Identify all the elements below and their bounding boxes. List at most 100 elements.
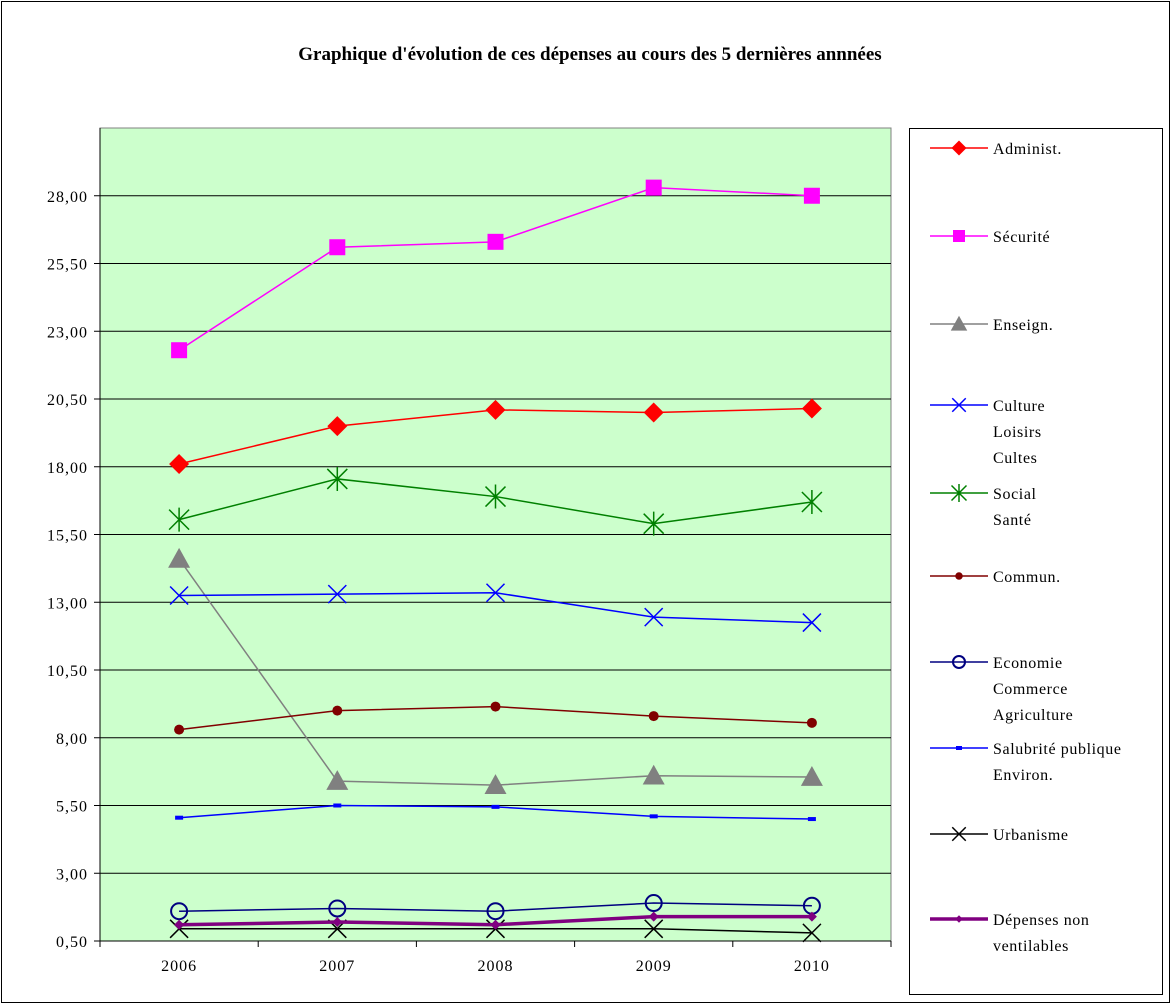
axes: 0,50 3,00 5,50 8,00 10,50 13,00 15,50 18,00 20,5… (47, 128, 892, 975)
series-layer (168, 179, 823, 943)
legend-box (909, 128, 1163, 995)
series-2 (171, 179, 820, 359)
data-point (642, 764, 665, 785)
y-tick-label: 0,50 (56, 934, 88, 951)
legend: Administ.SécuritéEnseign.CultureLoisirsC… (930, 140, 1121, 955)
legend-label: Environ. (993, 767, 1053, 784)
legend-entry-8: Salubrité publique Environ. (930, 741, 1121, 784)
y-tick-label: 5,50 (56, 799, 88, 816)
data-point (643, 402, 664, 423)
legend-label: Loisirs (993, 424, 1042, 441)
data-point (327, 584, 347, 604)
x-tick-label: 2007 (319, 958, 355, 975)
data-point (490, 701, 501, 712)
series-5 (168, 466, 823, 536)
data-point (326, 770, 349, 790)
series-line (179, 902, 812, 912)
legend-label: Commun. (993, 569, 1061, 586)
data-point (644, 919, 664, 939)
data-point (806, 717, 817, 728)
legend-label: Santé (993, 512, 1032, 529)
series-8 (175, 803, 816, 822)
legend-label: Social (993, 486, 1037, 503)
legend-label: Enseign. (993, 317, 1053, 334)
data-point (806, 911, 817, 922)
data-point (800, 766, 823, 786)
data-point (491, 804, 500, 809)
y-tick-label: 15,50 (47, 528, 88, 545)
data-point (484, 774, 507, 794)
data-point (484, 484, 507, 509)
x-tick-label: 2010 (794, 958, 830, 975)
data-point (175, 815, 184, 820)
legend-marker (950, 315, 968, 331)
legend-entry-6: Commun. (930, 569, 1061, 586)
data-point (487, 233, 504, 250)
data-point (645, 179, 662, 196)
x-tick-label: 2008 (478, 958, 514, 975)
data-point (649, 814, 658, 819)
data-point (170, 902, 189, 921)
legend-label: Culture (993, 398, 1045, 415)
data-point (490, 919, 501, 930)
data-point (801, 489, 823, 514)
legend-marker (952, 655, 966, 669)
data-point (643, 511, 665, 536)
legend-label: Commerce (993, 681, 1068, 698)
data-point (486, 902, 505, 921)
series-1 (169, 398, 822, 475)
x-tick-label: 2009 (636, 958, 672, 975)
series-3 (168, 547, 823, 794)
series-7 (170, 894, 821, 921)
data-point (648, 711, 659, 722)
series-10 (174, 911, 817, 930)
data-point (332, 917, 343, 928)
y-tick-label: 18,00 (47, 460, 88, 477)
y-tick-label: 23,00 (47, 324, 88, 341)
x-tick-label: 2006 (161, 958, 197, 975)
y-tick-label: 28,00 (47, 189, 88, 206)
data-point (485, 583, 506, 603)
legend-entry-7: Economie Commerce Agriculture (930, 655, 1073, 724)
legend-entry-10: Dépenses non ventilables (930, 912, 1090, 955)
legend-marker (951, 826, 967, 842)
series-6 (174, 701, 817, 735)
legend-marker (955, 572, 963, 580)
data-point (174, 724, 185, 735)
legend-entry-1: Administ. (930, 140, 1062, 158)
series-4 (169, 583, 822, 633)
chart-title: Graphique d'évolution de ces dépenses au… (298, 44, 881, 65)
legend-marker (951, 397, 967, 413)
legend-label: Sécurité (993, 229, 1050, 246)
data-point (327, 416, 348, 437)
legend-label: Dépenses non (993, 912, 1090, 929)
data-point (803, 187, 820, 204)
legend-entry-5: Social Santé (930, 484, 1037, 529)
data-point (644, 607, 664, 627)
legend-marker (953, 230, 965, 242)
legend-entry-9: Urbanisme (930, 826, 1069, 844)
y-tick-label: 25,50 (47, 257, 88, 274)
legend-entry-3: Enseign. (930, 315, 1053, 334)
legend-label: Agriculture (993, 707, 1073, 724)
legend-label: ventilables (993, 938, 1069, 955)
data-point (168, 507, 190, 532)
data-point (333, 803, 342, 808)
data-point (644, 894, 663, 913)
y-tick-label: 8,00 (56, 731, 88, 748)
y-tick-label: 13,00 (47, 595, 88, 612)
legend-marker (951, 140, 967, 156)
legend-entry-4: Culture Loisirs Cultes (930, 397, 1045, 467)
legend-label: Urbanisme (993, 827, 1069, 844)
data-point (648, 911, 659, 922)
legend-marker (950, 484, 968, 502)
legend-label: Economie (993, 655, 1063, 672)
data-point (328, 899, 347, 918)
data-point (171, 342, 188, 359)
legend-label: Cultes (993, 450, 1038, 467)
legend-label: Administ. (993, 141, 1062, 158)
legend-entry-2: Sécurité (930, 229, 1050, 246)
legend-marker (955, 915, 963, 923)
data-point (807, 817, 816, 822)
